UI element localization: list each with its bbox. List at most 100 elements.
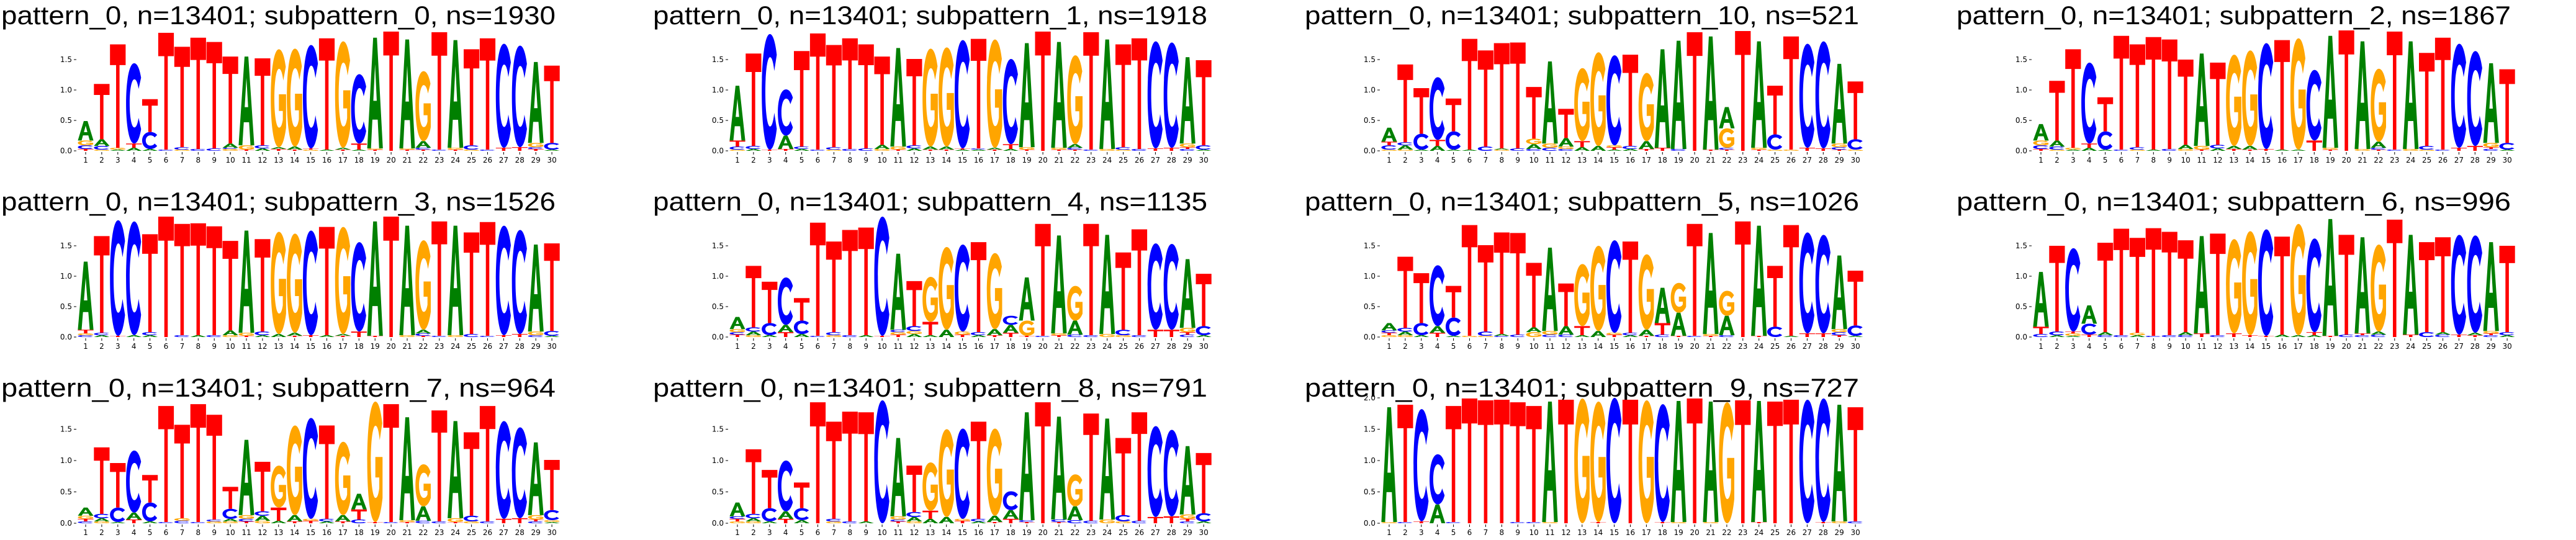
logo-letter-t: [1461, 38, 1478, 150]
logo-letter-c: [745, 327, 761, 332]
x-tick-label: 7: [2135, 156, 2140, 164]
y-tick-label: 1.5: [1364, 241, 1376, 250]
logo-letter-a: [254, 148, 271, 151]
x-tick-label: 16: [1626, 342, 1635, 351]
x-tick-label: 25: [1770, 528, 1780, 537]
x-tick-label: 1: [1387, 156, 1392, 164]
logo-letter-c: [809, 150, 826, 151]
logo-letter-t: [1196, 452, 1212, 513]
x-tick-label: 6: [164, 342, 169, 351]
x-tick-label: 22: [1722, 156, 1731, 164]
x-tick-label: 1: [1387, 342, 1392, 351]
logo-letter-a: [762, 335, 778, 337]
logo-letter-g: [1670, 521, 1687, 523]
logo-letter-a: [858, 521, 874, 523]
x-tick-label: 14: [2245, 156, 2254, 164]
logo-letter-g: [874, 149, 890, 151]
logo-letter-c: [1847, 521, 1863, 523]
x-tick-label: 17: [1642, 156, 1651, 164]
logo-letter-t: [986, 335, 1002, 337]
x-tick-label: 11: [2197, 342, 2206, 351]
logo-letter-a: [1670, 401, 1687, 522]
x-tick-label: 12: [258, 342, 267, 351]
logo-letter-g: [528, 515, 544, 520]
logo-letter-t: [1131, 229, 1148, 336]
x-tick-label: 19: [371, 528, 380, 537]
logo-letter-t: [222, 56, 238, 144]
x-tick-label: 5: [799, 156, 804, 164]
x-tick-label: 8: [1499, 342, 1504, 351]
logo-letter-g: [399, 335, 415, 337]
x-tick-label: 11: [893, 528, 903, 537]
logo-letter-c: [1446, 131, 1461, 150]
logo-letter-t: [970, 242, 987, 333]
logo-letter-c: [158, 521, 174, 523]
x-tick-label: 16: [322, 156, 331, 164]
logo-letter-g: [528, 331, 544, 336]
x-tick-label: 26: [2438, 342, 2448, 351]
logo-letter-a: [1430, 326, 1446, 333]
x-tick-label: 26: [483, 528, 492, 537]
y-tick-label: 1.0: [1364, 272, 1376, 281]
logo-letter-t: [1461, 398, 1478, 523]
logo-letter-t: [335, 521, 351, 523]
x-tick-label: 30: [1199, 156, 1208, 164]
logo-letter-t: [1115, 438, 1132, 515]
x-tick-label: 19: [1022, 156, 1032, 164]
logo-letter-a: [1413, 150, 1430, 151]
x-tick-label: 29: [531, 528, 541, 537]
x-tick-label: 13: [925, 528, 935, 537]
logo-letter-g: [1461, 336, 1477, 337]
logo-letter-c: [1815, 398, 1831, 522]
x-tick-label: 13: [274, 342, 283, 351]
logo-letter-t: [544, 65, 560, 143]
logo-letter-c: [479, 150, 495, 151]
logo-letter-t: [1622, 400, 1639, 523]
logo-letter-a: [890, 438, 906, 516]
logo-letter-c: [1131, 149, 1147, 151]
logo-letter-g: [2242, 50, 2258, 146]
x-tick-label: 10: [225, 528, 235, 537]
logo-letter-a: [986, 515, 1002, 522]
logo-letter-t: [1083, 413, 1099, 521]
logo-letter-t: [1574, 326, 1590, 336]
logo-letter-t: [1735, 30, 1751, 151]
logo-letter-t: [1115, 252, 1132, 330]
logo-letter-a: [1446, 336, 1462, 337]
x-tick-label: 10: [2181, 156, 2190, 164]
x-tick-label: 12: [2213, 156, 2222, 164]
logo-letter-g: [1574, 398, 1590, 523]
logo-letter-t: [1413, 273, 1430, 323]
logo-letter-t: [2483, 333, 2499, 336]
x-tick-label: 5: [1451, 342, 1456, 351]
logo-letter-t: [126, 143, 142, 148]
logo-letter-t: [528, 149, 544, 151]
x-tick-label: 27: [1151, 528, 1160, 537]
x-tick-label: 30: [1199, 342, 1208, 351]
logo-letter-g: [2354, 149, 2371, 151]
x-tick-label: 4: [2087, 342, 2092, 351]
logo-letter-t: [745, 53, 762, 146]
logo-letter-c: [464, 145, 479, 150]
logo-letter-t: [2161, 39, 2177, 150]
logo-letter-t: [2065, 331, 2081, 334]
x-tick-label: 24: [2406, 342, 2415, 351]
x-tick-label: 29: [1835, 342, 1844, 351]
x-tick-label: 27: [499, 528, 508, 537]
logo-letter-c: [1147, 243, 1163, 330]
logo-letter-a: [2033, 272, 2049, 327]
x-tick-label: 15: [306, 528, 315, 537]
logo-letter-t: [254, 239, 271, 332]
logo-letter-g: [222, 335, 238, 337]
logo-letter-g: [1719, 128, 1734, 148]
x-tick-label: 15: [958, 156, 967, 164]
logo-letter-t: [1735, 400, 1751, 523]
logo-letter-a: [1638, 141, 1654, 150]
logo-letter-g: [1381, 521, 1397, 523]
x-tick-label: 8: [847, 342, 852, 351]
logo-letter-t: [1703, 150, 1719, 151]
logo-letter-t: [1051, 521, 1067, 523]
logo-letter-t: [2097, 97, 2114, 132]
logo-letter-t: [1493, 400, 1510, 523]
logo-letter-g: [2129, 150, 2145, 151]
